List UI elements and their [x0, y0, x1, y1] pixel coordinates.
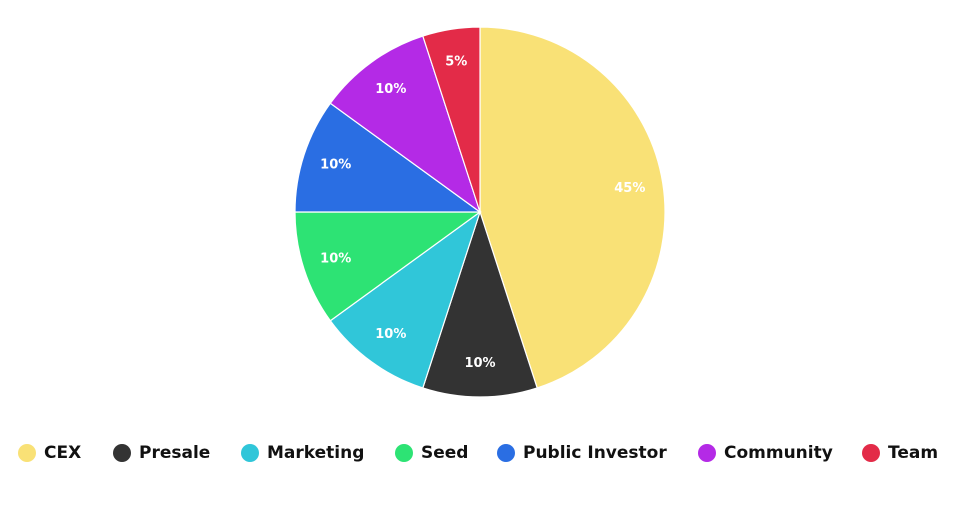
legend-label: Public Investor — [523, 443, 667, 463]
legend-swatch — [698, 444, 716, 462]
slice-labels: 45% 10% 10% 10% 10% 10% 5% — [320, 55, 645, 372]
slice-label-seed: 10% — [320, 251, 351, 266]
pie-slice-cex[interactable] — [479, 26, 666, 389]
legend: CEX Presale Marketing Seed Public Investor Co… — [0, 438, 974, 468]
legend-label: Marketing — [267, 443, 365, 463]
pie-slice-team[interactable] — [422, 26, 481, 213]
legend-label: Presale — [139, 443, 211, 463]
legend-label: Team — [888, 443, 939, 463]
slice-label-cex: 45% — [614, 181, 645, 196]
legend-item-presale[interactable]: Presale — [113, 438, 210, 468]
pie-slice-seed[interactable] — [294, 211, 482, 322]
legend-swatch — [113, 444, 131, 462]
pie-slice-marketing[interactable] — [329, 210, 482, 389]
legend-label: Community — [724, 443, 833, 463]
legend-label: CEX — [44, 443, 82, 463]
legend-item-cex[interactable]: CEX — [18, 438, 81, 468]
legend-swatch — [497, 444, 515, 462]
pie-slice-presale[interactable] — [422, 210, 538, 398]
legend-swatch — [18, 444, 36, 462]
legend-swatch — [862, 444, 880, 462]
slice-label-presale: 10% — [464, 356, 495, 371]
slice-label-community: 10% — [375, 82, 406, 97]
pie-slice-public-investor[interactable] — [294, 102, 482, 213]
legend-item-public-investor[interactable]: Public Investor — [497, 438, 667, 468]
pie-slices — [294, 26, 666, 398]
legend-item-marketing[interactable]: Marketing — [241, 438, 364, 468]
legend-label: Seed — [421, 443, 469, 463]
slice-label-marketing: 10% — [375, 327, 406, 342]
legend-item-community[interactable]: Community — [698, 438, 833, 468]
slice-label-team: 5% — [445, 55, 467, 70]
pie-svg: 45% 10% 10% 10% 10% 10% 5% — [294, 26, 666, 398]
pie-slice-community[interactable] — [329, 35, 482, 214]
slice-label-public-investor: 10% — [320, 158, 351, 173]
legend-item-team[interactable]: Team — [862, 438, 938, 468]
legend-swatch — [395, 444, 413, 462]
legend-item-seed[interactable]: Seed — [395, 438, 468, 468]
legend-swatch — [241, 444, 259, 462]
